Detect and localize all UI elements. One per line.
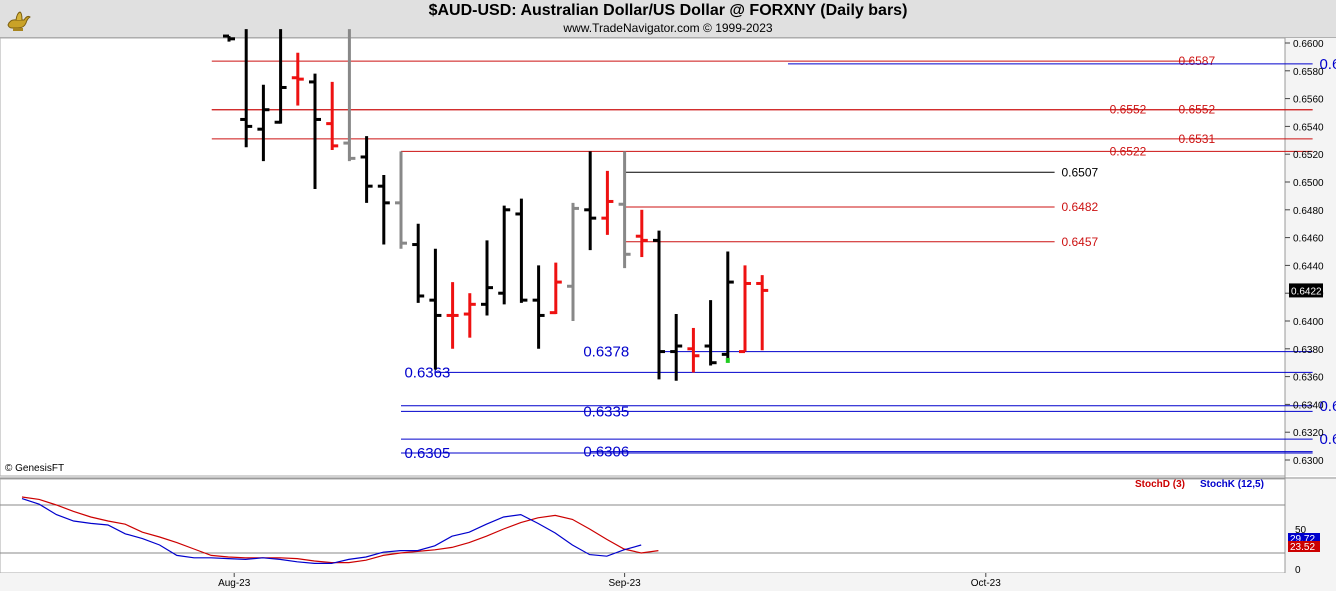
level-label: 0.6587 bbox=[1178, 54, 1215, 68]
level-label: 0.6457 bbox=[1061, 235, 1098, 249]
last-price-label: 0.6422 bbox=[1291, 286, 1322, 297]
level-label: 0.6335 bbox=[583, 403, 629, 420]
level-label: 0.6552 bbox=[1178, 103, 1215, 117]
price-tick-label: 0.6320 bbox=[1293, 428, 1324, 439]
level-label: 0.6378 bbox=[583, 344, 629, 361]
date-tick-label: Aug-23 bbox=[218, 578, 251, 589]
price-tick-label: 0.6340 bbox=[1293, 400, 1324, 411]
price-tick-label: 0.6400 bbox=[1293, 317, 1324, 328]
price-tick-label: 0.6480 bbox=[1293, 206, 1324, 217]
stoch-tick-label: 0 bbox=[1295, 565, 1301, 576]
price-tick-label: 0.6520 bbox=[1293, 150, 1324, 161]
price-levels: 0.65870.65850.65520.65520.65310.65220.65… bbox=[211, 54, 1336, 462]
stoch-legend-d: StochD (3) bbox=[1135, 479, 1185, 490]
level-label: 0.6315 bbox=[1319, 431, 1336, 448]
level-label: 0.6522 bbox=[1110, 144, 1147, 158]
stoch-tick-label: 50 bbox=[1295, 525, 1307, 536]
level-label: 0.6585 bbox=[1319, 56, 1336, 73]
ohlc-bars bbox=[223, 29, 769, 381]
stoch-d-value: 23.52 bbox=[1290, 542, 1315, 553]
price-tick-label: 0.6600 bbox=[1293, 39, 1324, 50]
price-tick-label: 0.6500 bbox=[1293, 178, 1324, 189]
level-label: 0.6306 bbox=[583, 444, 629, 461]
stoch-d-value-box bbox=[1288, 541, 1320, 552]
price-tick-label: 0.6580 bbox=[1293, 67, 1324, 78]
stoch-k-value: 29.72 bbox=[1290, 534, 1315, 545]
stoch-series-line bbox=[21, 496, 659, 564]
watermark-text: © GenesisFT bbox=[5, 463, 64, 474]
chart-subtitle: www.TradeNavigator.com © 1999-2023 bbox=[563, 21, 773, 35]
genie-lamp-icon bbox=[7, 11, 31, 31]
last-price-box bbox=[1289, 283, 1323, 298]
chart-header: $AUD-USD: Australian Dollar/US Dollar @ … bbox=[0, 0, 1336, 38]
stoch-series-line bbox=[21, 498, 642, 565]
price-tick-label: 0.6460 bbox=[1293, 234, 1324, 245]
level-label: 0.6482 bbox=[1061, 200, 1098, 214]
price-tick-label: 0.6560 bbox=[1293, 95, 1324, 106]
price-axis: 0.6300 0.6320 0.6340 0.6360 0.6380 0.6400 0.64… bbox=[1285, 39, 1324, 467]
level-label: 0.6339 bbox=[1319, 398, 1336, 415]
price-tick-label: 0.6540 bbox=[1293, 122, 1324, 133]
level-label: 0.6531 bbox=[1178, 132, 1215, 146]
level-label: 0.6305 bbox=[404, 445, 450, 462]
stoch-k-value-box bbox=[1288, 533, 1320, 543]
chart-title: $AUD-USD: Australian Dollar/US Dollar @ … bbox=[428, 2, 908, 19]
stoch-legend-k: StochK (12,5) bbox=[1200, 479, 1264, 490]
level-label: 0.6507 bbox=[1061, 165, 1098, 179]
date-axis: Aug-23 Sep-23 Oct-23 bbox=[218, 573, 1001, 589]
price-tick-label: 0.6440 bbox=[1293, 261, 1324, 272]
current-bar-marker bbox=[725, 357, 730, 363]
date-tick-label: Sep-23 bbox=[608, 578, 641, 589]
date-tick-label: Oct-23 bbox=[971, 578, 1001, 589]
price-tick-label: 0.6380 bbox=[1293, 345, 1324, 356]
price-tick-label: 0.6300 bbox=[1293, 456, 1324, 467]
level-label: 0.6363 bbox=[404, 364, 450, 381]
price-tick-label: 0.6360 bbox=[1293, 373, 1324, 384]
